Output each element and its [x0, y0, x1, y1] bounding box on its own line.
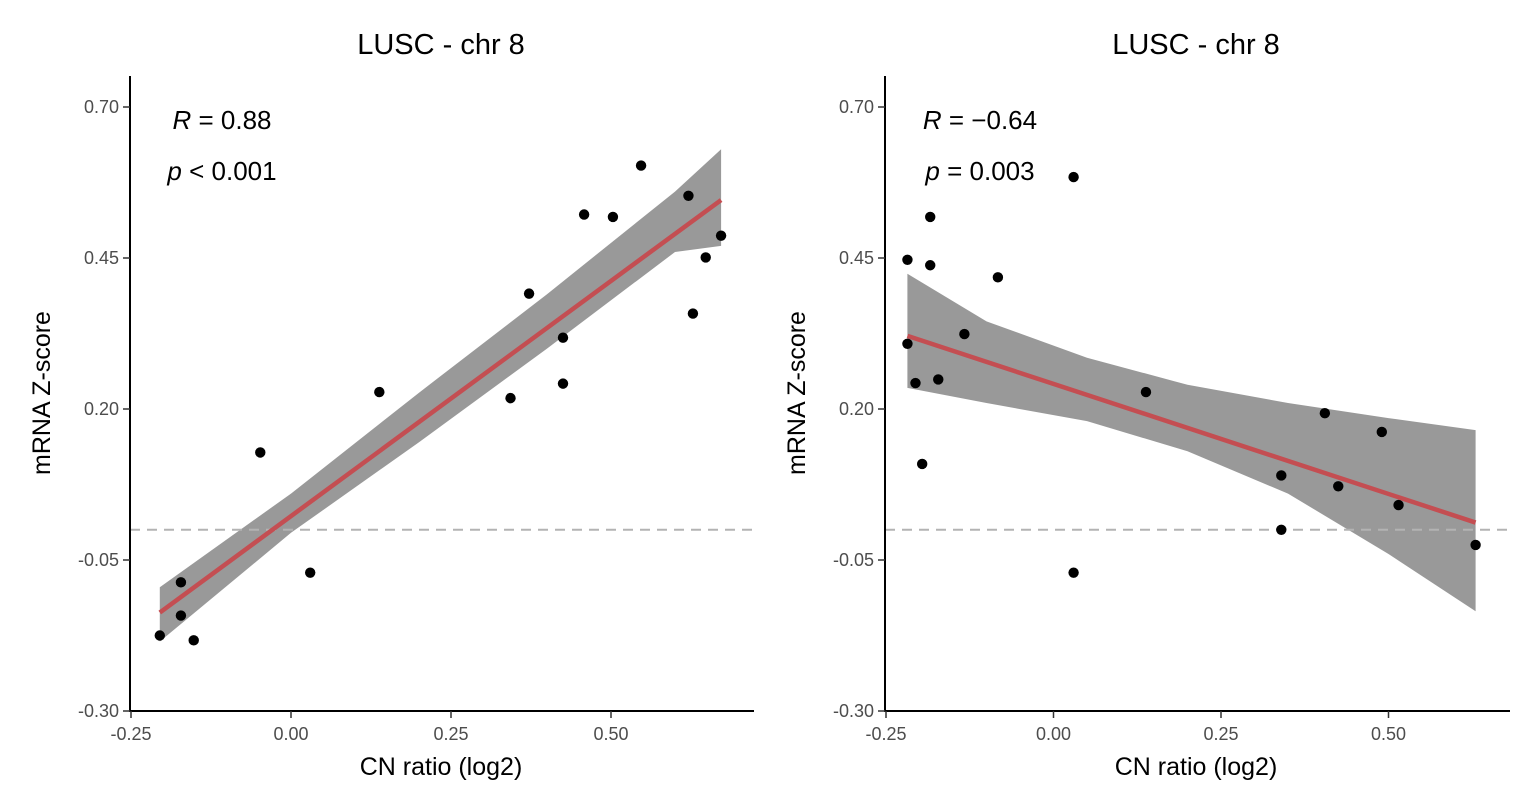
data-point — [305, 567, 316, 578]
data-point — [175, 610, 187, 621]
data-point — [925, 260, 936, 271]
x-tick-label: 0.50 — [1371, 724, 1406, 744]
data-point — [175, 577, 187, 588]
data-point — [916, 458, 928, 470]
data-point — [1470, 539, 1481, 551]
x-tick-label: -0.25 — [865, 724, 906, 744]
regression-line — [158, 198, 723, 615]
x-tick-label: -0.25 — [110, 724, 151, 744]
confidence-band — [159, 149, 722, 642]
data-point — [1068, 567, 1079, 578]
regression-line — [906, 333, 1477, 525]
data-point — [902, 254, 913, 266]
data-point — [505, 392, 516, 404]
data-point — [578, 209, 590, 220]
data-point — [374, 386, 385, 398]
y-tick-label: 0.70 — [839, 97, 874, 117]
data-point — [1333, 481, 1344, 492]
confidence-band — [907, 273, 1476, 612]
data-point — [557, 378, 569, 389]
data-point — [1276, 470, 1287, 481]
y-tick-label: 0.20 — [839, 399, 874, 419]
p-value-annotation: p = 0.003 — [924, 156, 1034, 186]
data-point — [1319, 408, 1331, 419]
data-point — [959, 328, 970, 340]
data-point — [635, 160, 647, 171]
y-tick-label: -0.30 — [78, 701, 119, 721]
data-point — [700, 252, 711, 263]
y-tick-label: 0.45 — [839, 248, 874, 268]
data-point — [557, 332, 569, 343]
data-point — [607, 211, 619, 223]
data-point — [1376, 426, 1388, 438]
data-point — [715, 230, 727, 241]
y-axis-title: mRNA Z-score — [28, 311, 56, 475]
data-point — [933, 374, 944, 385]
data-point — [1393, 499, 1404, 511]
data-point — [902, 338, 913, 349]
y-tick-label: -0.30 — [833, 701, 874, 721]
y-tick-label: 0.70 — [84, 97, 119, 117]
x-tick-label: 0.00 — [1036, 724, 1071, 744]
x-tick-label: 0.00 — [273, 724, 308, 744]
data-point — [255, 447, 266, 458]
y-axis-title: mRNA Z-score — [783, 311, 811, 475]
y-tick-label: 0.45 — [84, 248, 119, 268]
x-axis-title: CN ratio (log2) — [1115, 753, 1278, 781]
data-point — [523, 288, 535, 299]
chart-title: LUSC - chr 8 — [357, 29, 525, 61]
chart-panel-1: -0.25 0.00 0.25 0.50 -0.30 -0.05 0.20 0.45 0.70 L… — [28, 29, 754, 781]
data-point — [687, 308, 699, 319]
data-point — [188, 635, 199, 646]
y-tick-label: -0.05 — [78, 550, 119, 570]
data-point — [992, 272, 1004, 283]
x-axis-title: CN ratio (log2) — [360, 753, 523, 781]
chart-panel-2: -0.25 0.00 0.25 0.50 -0.30 -0.05 0.20 0.45 0.70 L… — [783, 29, 1510, 781]
data-point — [1068, 171, 1079, 183]
y-tick-label: 0.20 — [84, 399, 119, 419]
x-tick-label: 0.50 — [593, 724, 628, 744]
correlation-annotation: R = −0.64 — [923, 105, 1037, 135]
data-point — [154, 630, 165, 641]
chart-title: LUSC - chr 8 — [1112, 29, 1280, 61]
data-point — [925, 211, 936, 223]
correlation-annotation: R = 0.88 — [172, 105, 271, 135]
x-tick-label: 0.25 — [1203, 724, 1238, 744]
y-tick-label: -0.05 — [833, 550, 874, 570]
p-value-annotation: p < 0.001 — [166, 156, 276, 186]
data-point — [683, 190, 694, 201]
x-tick-label: 0.25 — [433, 724, 468, 744]
data-point — [1140, 386, 1152, 398]
data-point — [1276, 524, 1287, 535]
data-point — [910, 377, 921, 389]
